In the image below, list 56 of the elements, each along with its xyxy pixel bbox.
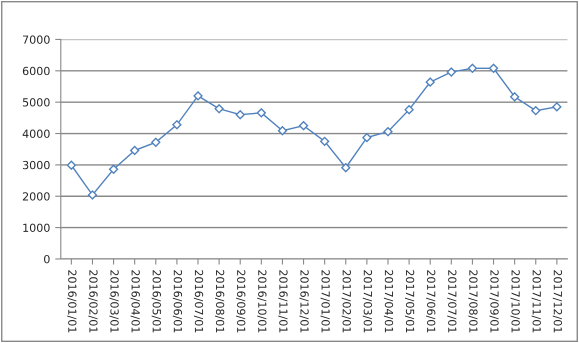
y-tick-label: 6000 — [22, 66, 50, 76]
point — [446, 67, 456, 77]
point — [66, 160, 76, 170]
point — [278, 126, 288, 136]
point — [552, 102, 562, 112]
point — [404, 105, 414, 114]
y-tick-label: 5000 — [22, 98, 50, 107]
y-tick-label: 2000 — [22, 192, 50, 201]
point — [320, 136, 330, 146]
point — [510, 92, 520, 102]
x-tick-label: 2017/11/01 — [532, 270, 541, 332]
x-tick-label: 2017/08/01 — [468, 270, 478, 332]
x-tick-label: 2016/10/01 — [257, 270, 267, 332]
x-tick-label: 2016/11/01 — [278, 270, 288, 332]
x-tick-label: 2016/01/01 — [67, 270, 77, 332]
x-tick-label: 2016/06/01 — [172, 270, 182, 332]
x-tick-label: 2017/03/01 — [362, 270, 372, 332]
point — [256, 108, 266, 118]
point — [172, 120, 182, 130]
x-tick-label: 2017/04/01 — [384, 270, 394, 332]
point — [236, 110, 245, 120]
point — [214, 104, 224, 114]
point — [193, 91, 203, 101]
point — [383, 127, 393, 136]
point — [468, 64, 478, 73]
x-tick-label: 2016/03/01 — [109, 270, 119, 332]
x-tick-label: 2016/04/01 — [130, 270, 140, 332]
point — [426, 77, 435, 87]
y-tick-label: 0 — [44, 254, 50, 264]
x-tick-label: 2016/12/01 — [299, 270, 309, 332]
x-tick-label: 2016/09/01 — [236, 270, 246, 332]
x-tick-label: 2017/07/01 — [447, 270, 456, 332]
x-tick-label: 2016/07/01 — [194, 270, 204, 332]
point — [488, 64, 498, 73]
point — [531, 106, 540, 116]
x-tick-label: 2016/08/01 — [215, 270, 224, 332]
point — [341, 163, 350, 172]
point — [362, 132, 372, 142]
point — [108, 164, 118, 174]
x-tick-label: 2017/05/01 — [405, 270, 414, 332]
y-tick-label: 1000 — [23, 224, 50, 232]
point — [130, 146, 140, 156]
point — [298, 121, 308, 130]
x-tick-label: 2017/12/01 — [552, 270, 562, 332]
x-tick-label: 2017/02/01 — [342, 270, 351, 332]
x-tick-label: 2017/01/01 — [320, 270, 330, 332]
y-tick-label: 3000 — [22, 160, 50, 170]
point — [88, 190, 98, 200]
point — [151, 138, 160, 147]
x-tick-label: 2016/05/01 — [152, 270, 161, 332]
x-tick-label: 2017/10/01 — [510, 270, 520, 332]
x-tick-label: 2017/06/01 — [426, 270, 436, 332]
x-tick-label: 2016/02/01 — [88, 270, 98, 332]
y-tick-label: 7000 — [23, 35, 50, 44]
y-tick-label: 4000 — [22, 130, 50, 138]
x-tick-label: 2017/09/01 — [489, 270, 499, 332]
